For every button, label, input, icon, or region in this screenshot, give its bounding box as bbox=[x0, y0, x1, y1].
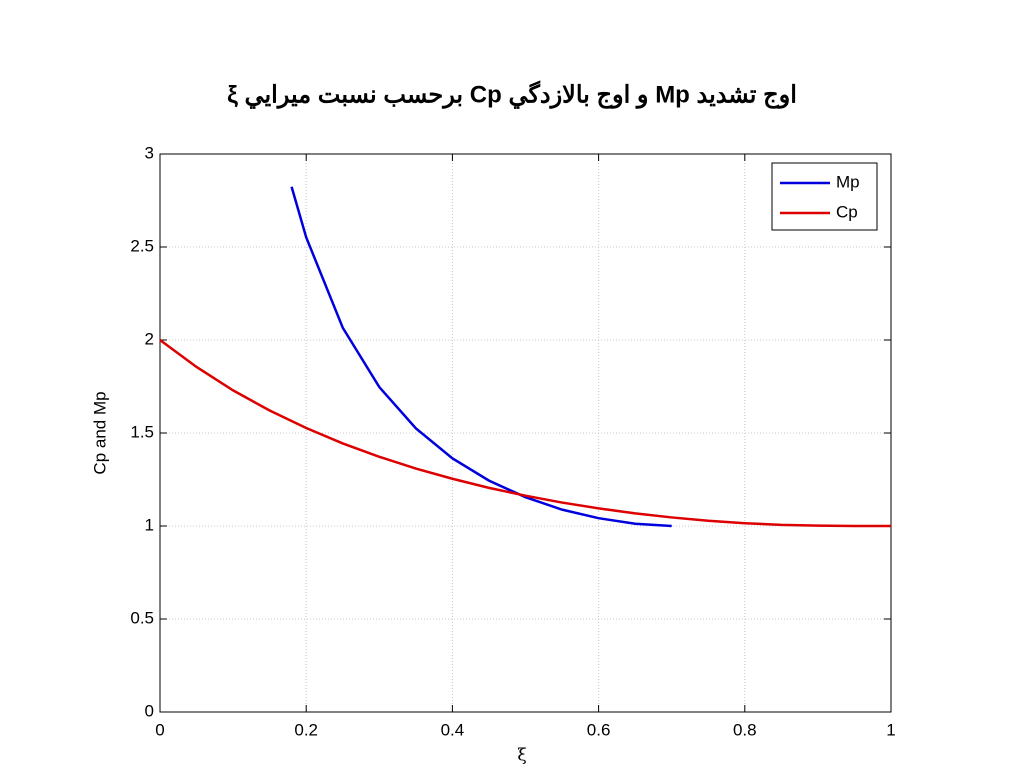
chart-title: اوج تشديد Mp و اوج بالازدگي Cp برحسب نسب… bbox=[227, 79, 797, 109]
y-tick-label: 2 bbox=[145, 329, 154, 348]
data-line bbox=[290, 186, 672, 528]
y-axis-label: Cp and Mp bbox=[90, 391, 109, 474]
y-tick-label: 3 bbox=[145, 143, 154, 162]
x-tick-label: 0.4 bbox=[441, 720, 465, 739]
legend-label: Mp bbox=[836, 172, 860, 191]
y-tick-label: 1 bbox=[145, 515, 154, 534]
y-tick-label: 0 bbox=[145, 701, 154, 720]
y-tick-label: 2.5 bbox=[130, 236, 154, 255]
plot-frame bbox=[159, 153, 892, 713]
x-tick-label: 1 bbox=[886, 720, 895, 739]
x-tick-label: 0 bbox=[155, 720, 164, 739]
data-line bbox=[159, 338, 891, 528]
y-tick-label: 0.5 bbox=[130, 608, 154, 627]
y-tick-label: 1.5 bbox=[130, 422, 154, 441]
x-tick-label: 0.8 bbox=[733, 720, 757, 739]
legend-label: Cp bbox=[836, 202, 858, 221]
x-tick-label: 0.6 bbox=[587, 720, 611, 739]
x-tick-label: 0.2 bbox=[294, 720, 318, 739]
legend-box bbox=[771, 162, 878, 231]
x-axis-label: ξ bbox=[517, 746, 526, 766]
